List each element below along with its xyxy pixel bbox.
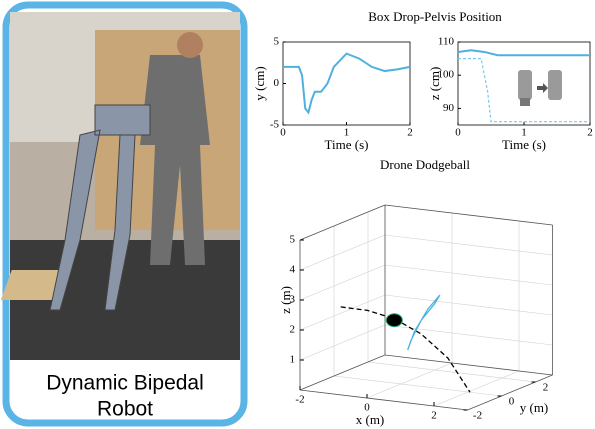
grid-line	[334, 376, 502, 396]
photo-head	[177, 32, 203, 58]
grid-line	[300, 235, 385, 270]
y-tick-label: 2	[543, 382, 549, 394]
z-axis-label: z (m)	[278, 286, 293, 314]
caption-line: Dynamic Bipedal	[46, 372, 204, 395]
z-tick-label: 4	[290, 264, 296, 276]
grid-line	[367, 363, 452, 398]
x-tick-label: 2	[407, 127, 413, 139]
z-tick-label: 2	[290, 324, 296, 336]
z-tick-label: 1	[290, 354, 296, 366]
grid-line	[434, 371, 519, 406]
chart-title: Box Drop-Pelvis Position	[368, 9, 502, 24]
y-tick-label: -2	[473, 410, 482, 422]
x-tick-label: 0	[280, 127, 286, 139]
x-axis-label: x (m)	[356, 412, 385, 427]
y-tick-label: 90	[443, 102, 455, 114]
y-tick-label: 0	[509, 396, 515, 408]
box-edge	[300, 355, 385, 390]
data-line	[458, 50, 590, 55]
box-edge	[385, 205, 553, 225]
data-line	[283, 54, 410, 113]
grid-line	[300, 325, 385, 360]
photo-panel: Dynamic Bipedal Robot	[1, 5, 244, 423]
trajectory	[408, 295, 440, 350]
y-tick-label: 5	[274, 36, 280, 48]
grid-line	[385, 265, 553, 285]
x-tick-label: -2	[295, 394, 304, 406]
y-axis-label: z (cm)	[427, 67, 442, 101]
x-tick-label: 2	[587, 127, 593, 139]
figure: Dynamic Bipedal Robot Box Drop-Pelvis Po…	[0, 0, 595, 429]
chart-title: Drone Dodgeball	[380, 157, 470, 172]
x-tick-label: 2	[431, 410, 437, 422]
box-edge	[300, 205, 385, 240]
y-axis-label: y (m)	[520, 400, 549, 415]
x-axis-label: Time (s)	[502, 137, 546, 152]
box-edge	[300, 390, 468, 410]
x-tick-label: 0	[455, 127, 461, 139]
trajectory	[341, 307, 470, 392]
page: Dynamic Bipedal Robot Box Drop-Pelvis Po…	[0, 0, 595, 429]
grid-line	[300, 265, 385, 300]
y-tick-label: -5	[270, 119, 280, 131]
caption-line: Robot	[97, 398, 153, 421]
grid-line	[385, 295, 553, 315]
grid-line	[385, 235, 553, 255]
drone-marker	[386, 314, 402, 327]
y-tick-label: 0	[274, 77, 280, 89]
box-edge	[385, 355, 553, 375]
inset-icon	[518, 70, 562, 106]
x-axis-label: Time (s)	[325, 137, 369, 152]
y-tick-label: 110	[438, 36, 455, 48]
z-tick-label: 5	[290, 234, 296, 246]
y-axis-label: y (cm)	[252, 66, 267, 100]
